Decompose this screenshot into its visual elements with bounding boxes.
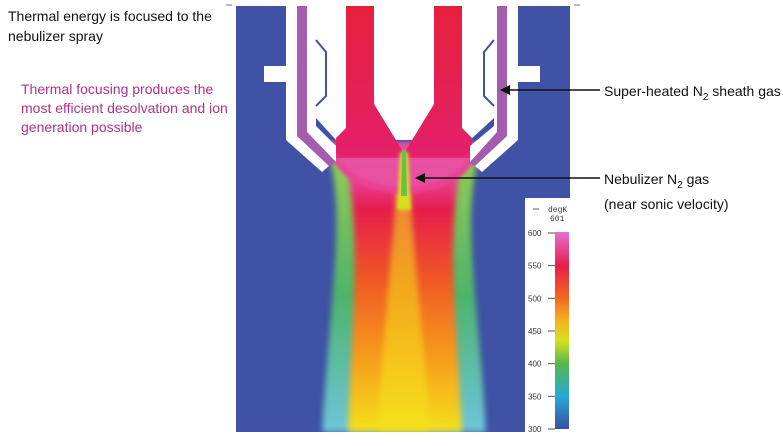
colorbar-tick-label: 400 xyxy=(528,360,542,369)
nebulizer-interior xyxy=(316,6,494,140)
colorbar-tick-label: 450 xyxy=(528,327,542,336)
colorbar-tick-label: 300 xyxy=(528,425,542,434)
nebulizer-gas-arrow xyxy=(415,173,600,183)
subheadline: Thermal focusing produces the most effic… xyxy=(21,81,228,135)
colorbar-unit-label: degK xyxy=(548,206,567,215)
right-sheath-gas-channel xyxy=(468,6,507,166)
colorbar-tick-label: 600 xyxy=(528,229,542,238)
colorbar-max-label: 601 xyxy=(550,215,565,224)
sheath-gas-arrow xyxy=(500,85,600,95)
simulation-field xyxy=(236,6,570,432)
colorbar-gradient xyxy=(555,232,569,429)
left-heated-gas-channel xyxy=(336,6,402,158)
sheath-gas-label-subscript: 2 xyxy=(702,91,709,103)
nebulizer-jet-core xyxy=(401,150,407,196)
right-heated-gas-channel xyxy=(406,6,472,158)
plume-center-core xyxy=(378,190,430,432)
left-housing xyxy=(264,6,329,172)
nebulizer-gas-label-suffix: gas xyxy=(682,171,710,187)
sheath-gas-label-suffix: sheath gas xyxy=(708,83,781,99)
left-sheath-gas-channel xyxy=(297,6,336,166)
temperature-colorbar: degK 601 600 550 500 450 400 350 300 xyxy=(525,198,571,434)
sheath-gas-label: Super-heated N2 sheath gas xyxy=(604,82,781,107)
colorbar-tick-label: 500 xyxy=(528,294,542,303)
nebulizer-gas-label-prefix: Nebulizer N xyxy=(604,171,678,187)
colorbar-tick-label: 550 xyxy=(528,262,542,271)
nebulizer-gas-label-subscript: 2 xyxy=(677,179,683,191)
colorbar-ticks: 600 550 500 450 400 350 300 xyxy=(528,229,555,434)
nebulizer-gas-label: Nebulizer N2 gas (near sonic velocity) xyxy=(604,170,729,214)
nebulizer-gas-velocity-note: (near sonic velocity) xyxy=(604,195,729,212)
colorbar-tick-label: 350 xyxy=(528,392,542,401)
headline: Thermal energy is focused to the nebuliz… xyxy=(8,8,212,44)
sheath-gas-label-prefix: Super-heated N xyxy=(604,83,703,99)
